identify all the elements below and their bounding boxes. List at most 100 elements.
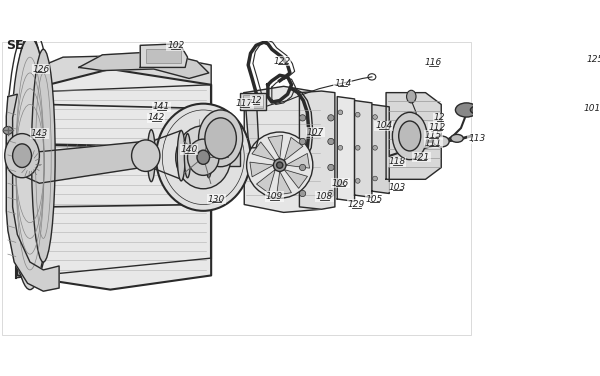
Text: 140: 140	[181, 145, 198, 154]
Polygon shape	[151, 130, 181, 179]
Text: 116: 116	[425, 58, 442, 67]
Polygon shape	[79, 52, 209, 79]
Text: 118: 118	[388, 158, 406, 167]
Text: 107: 107	[307, 127, 324, 136]
Ellipse shape	[177, 130, 185, 181]
Ellipse shape	[176, 126, 231, 189]
Text: 126: 126	[32, 65, 50, 73]
Polygon shape	[498, 56, 574, 195]
Polygon shape	[188, 133, 209, 175]
Text: 141: 141	[153, 102, 170, 111]
Text: 115: 115	[425, 131, 442, 140]
Polygon shape	[337, 97, 355, 202]
Ellipse shape	[206, 133, 212, 178]
Text: 111: 111	[425, 139, 442, 147]
Polygon shape	[268, 135, 283, 159]
Ellipse shape	[575, 130, 588, 149]
Ellipse shape	[455, 103, 478, 117]
Ellipse shape	[338, 181, 343, 186]
Polygon shape	[22, 136, 154, 183]
Ellipse shape	[451, 134, 463, 142]
Ellipse shape	[470, 106, 483, 114]
Text: 102: 102	[167, 41, 184, 50]
Ellipse shape	[407, 90, 416, 103]
Ellipse shape	[13, 144, 32, 167]
Bar	[241, 92, 266, 110]
Ellipse shape	[247, 132, 313, 198]
Ellipse shape	[328, 115, 334, 121]
Polygon shape	[17, 69, 211, 290]
Ellipse shape	[392, 112, 427, 159]
Ellipse shape	[10, 38, 50, 290]
Bar	[201, 138, 241, 166]
Text: 113: 113	[468, 134, 485, 143]
Ellipse shape	[184, 133, 191, 178]
Polygon shape	[299, 91, 335, 209]
Ellipse shape	[299, 115, 306, 121]
Text: 117: 117	[236, 99, 253, 108]
Text: SE: SE	[7, 39, 24, 52]
Ellipse shape	[373, 115, 377, 120]
Ellipse shape	[3, 126, 13, 134]
Ellipse shape	[197, 150, 209, 164]
Text: 104: 104	[375, 121, 392, 130]
Text: 12: 12	[434, 113, 445, 122]
Polygon shape	[16, 55, 211, 92]
Polygon shape	[252, 142, 275, 161]
Text: 103: 103	[388, 183, 406, 192]
Polygon shape	[487, 44, 581, 278]
Ellipse shape	[131, 140, 160, 171]
Ellipse shape	[355, 146, 360, 150]
Ellipse shape	[5, 133, 40, 178]
Bar	[242, 95, 263, 108]
Ellipse shape	[205, 118, 236, 159]
Text: 12: 12	[250, 96, 262, 105]
Polygon shape	[284, 170, 307, 188]
Text: 125: 125	[587, 55, 600, 64]
Ellipse shape	[373, 176, 377, 181]
Polygon shape	[284, 137, 303, 161]
Polygon shape	[244, 86, 322, 212]
Ellipse shape	[338, 110, 343, 115]
Text: 129: 129	[347, 200, 365, 209]
Ellipse shape	[398, 121, 421, 151]
Ellipse shape	[328, 164, 334, 171]
Ellipse shape	[433, 136, 449, 147]
Polygon shape	[277, 171, 292, 195]
Text: 109: 109	[266, 192, 283, 201]
Ellipse shape	[338, 146, 343, 150]
Text: 143: 143	[31, 129, 48, 138]
Ellipse shape	[274, 159, 286, 171]
Text: 112: 112	[428, 123, 446, 132]
Text: 105: 105	[365, 194, 383, 203]
Text: 121: 121	[413, 153, 430, 162]
Ellipse shape	[299, 164, 306, 171]
Text: 142: 142	[148, 113, 164, 122]
Text: 122: 122	[274, 57, 291, 66]
Ellipse shape	[328, 138, 334, 145]
Ellipse shape	[355, 179, 360, 183]
Ellipse shape	[32, 49, 55, 262]
Text: 114: 114	[334, 79, 352, 88]
Ellipse shape	[299, 190, 306, 197]
Text: 108: 108	[316, 192, 333, 201]
Polygon shape	[250, 162, 274, 177]
Ellipse shape	[13, 33, 47, 278]
Ellipse shape	[328, 190, 334, 197]
Text: 130: 130	[208, 194, 226, 203]
Polygon shape	[257, 170, 275, 193]
Polygon shape	[140, 44, 188, 67]
Ellipse shape	[148, 130, 155, 182]
Ellipse shape	[299, 138, 306, 145]
Text: 101: 101	[584, 104, 600, 113]
Polygon shape	[286, 153, 310, 168]
Polygon shape	[7, 94, 59, 291]
Ellipse shape	[199, 110, 242, 167]
Ellipse shape	[586, 133, 593, 146]
Ellipse shape	[373, 146, 377, 150]
Bar	[146, 49, 181, 63]
Ellipse shape	[156, 104, 251, 211]
Ellipse shape	[277, 162, 283, 168]
Ellipse shape	[188, 139, 219, 175]
Polygon shape	[355, 100, 372, 197]
